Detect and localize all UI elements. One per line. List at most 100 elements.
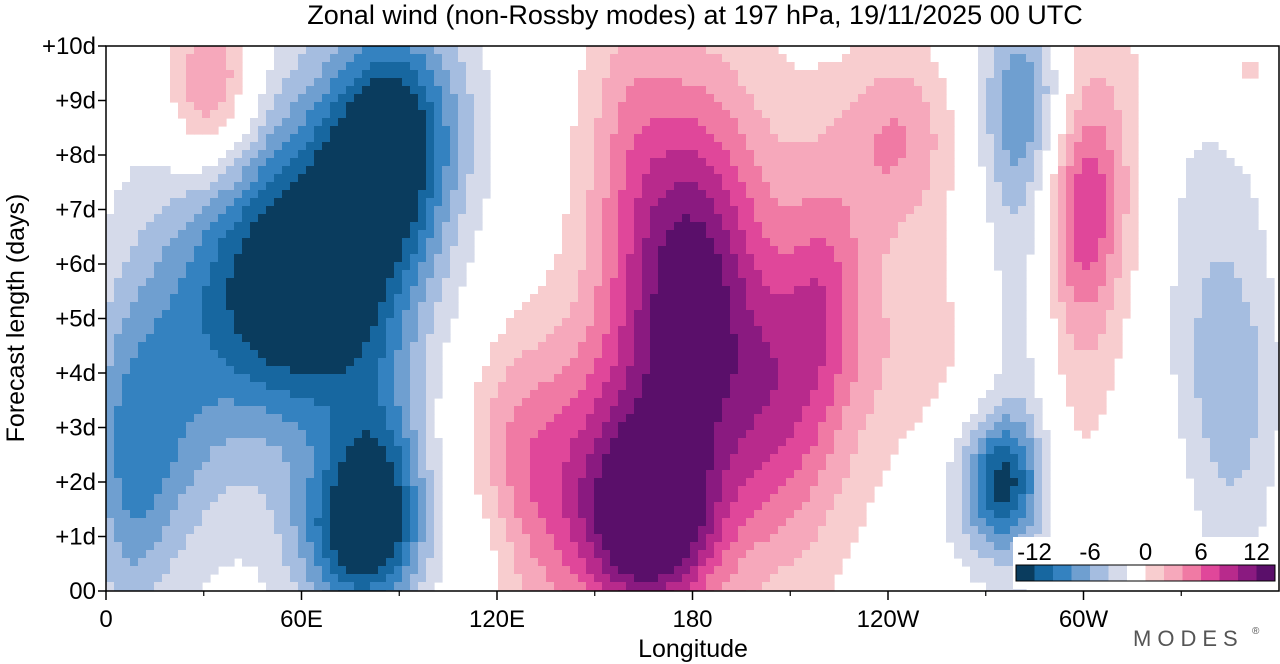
field-cell xyxy=(1218,150,1227,159)
field-cell xyxy=(170,350,179,359)
field-cell xyxy=(130,278,139,287)
field-cell xyxy=(754,238,763,247)
field-cell xyxy=(362,118,371,127)
field-cell xyxy=(242,390,251,399)
field-cell xyxy=(362,318,371,327)
field-cell xyxy=(1178,278,1187,287)
field-cell xyxy=(890,134,899,143)
field-cell xyxy=(170,46,179,55)
field-cell xyxy=(706,118,715,127)
field-cell xyxy=(106,230,115,239)
field-cell xyxy=(418,214,427,223)
field-cell xyxy=(234,46,243,55)
field-cell xyxy=(1066,230,1075,239)
field-cell xyxy=(842,358,851,367)
field-cell xyxy=(906,310,915,319)
field-cell xyxy=(698,222,707,231)
field-cell xyxy=(410,198,419,207)
field-cell xyxy=(634,78,643,87)
field-cell xyxy=(1114,222,1123,231)
field-cell xyxy=(730,238,739,247)
field-cell xyxy=(1266,286,1275,295)
field-cell xyxy=(378,270,387,279)
field-cell xyxy=(642,166,651,175)
field-cell xyxy=(754,110,763,119)
field-cell xyxy=(1066,110,1075,119)
field-cell xyxy=(898,182,907,191)
field-cell xyxy=(226,326,235,335)
field-cell xyxy=(346,150,355,159)
field-cell xyxy=(666,254,675,263)
field-cell xyxy=(194,190,203,199)
field-cell xyxy=(226,62,235,71)
field-cell xyxy=(906,222,915,231)
field-cell xyxy=(346,278,355,287)
field-cell xyxy=(786,382,795,391)
field-cell xyxy=(186,62,195,71)
field-cell xyxy=(714,70,723,79)
field-cell xyxy=(450,134,459,143)
field-cell xyxy=(642,94,651,103)
field-cell xyxy=(1210,222,1219,231)
field-cell xyxy=(914,374,923,383)
field-cell xyxy=(1090,262,1099,271)
field-cell xyxy=(578,302,587,311)
field-cell xyxy=(434,198,443,207)
field-cell xyxy=(634,318,643,327)
field-cell xyxy=(738,166,747,175)
field-cell xyxy=(1226,270,1235,279)
field-cell xyxy=(1122,310,1131,319)
field-cell xyxy=(642,126,651,135)
field-cell xyxy=(914,350,923,359)
field-cell xyxy=(394,46,403,55)
field-cell xyxy=(1090,206,1099,215)
field-cell xyxy=(386,254,395,263)
field-cell xyxy=(906,174,915,183)
field-cell xyxy=(882,350,891,359)
field-cell xyxy=(322,382,331,391)
field-cell xyxy=(706,158,715,167)
field-cell xyxy=(850,142,859,151)
field-cell xyxy=(610,46,619,55)
field-cell xyxy=(882,94,891,103)
field-cell xyxy=(1114,150,1123,159)
field-cell xyxy=(1074,118,1083,127)
field-cell xyxy=(666,118,675,127)
field-cell xyxy=(1122,118,1131,127)
field-cell xyxy=(618,350,627,359)
field-cell xyxy=(338,110,347,119)
field-cell xyxy=(1098,206,1107,215)
field-cell xyxy=(906,334,915,343)
field-cell xyxy=(1186,278,1195,287)
field-cell xyxy=(626,102,635,111)
field-cell xyxy=(578,190,587,199)
field-cell xyxy=(794,206,803,215)
field-cell xyxy=(594,270,603,279)
field-cell xyxy=(746,86,755,95)
field-cell xyxy=(1090,294,1099,303)
field-cell xyxy=(914,198,923,207)
field-cell xyxy=(1010,230,1019,239)
field-cell xyxy=(1090,134,1099,143)
field-cell xyxy=(594,46,603,55)
field-cell xyxy=(426,70,435,79)
field-cell xyxy=(834,366,843,375)
field-cell xyxy=(346,286,355,295)
field-cell xyxy=(842,310,851,319)
field-cell xyxy=(778,182,787,191)
field-cell xyxy=(882,238,891,247)
field-cell xyxy=(874,102,883,111)
field-cell xyxy=(1202,262,1211,271)
field-cell xyxy=(154,342,163,351)
field-cell xyxy=(746,78,755,87)
field-cell xyxy=(1002,326,1011,335)
field-cell xyxy=(794,214,803,223)
field-cell xyxy=(882,310,891,319)
field-cell xyxy=(1010,222,1019,231)
field-cell xyxy=(866,270,875,279)
field-cell xyxy=(922,198,931,207)
field-cell xyxy=(538,390,547,399)
field-cell xyxy=(1074,302,1083,311)
field-cell xyxy=(114,214,123,223)
field-cell xyxy=(674,358,683,367)
